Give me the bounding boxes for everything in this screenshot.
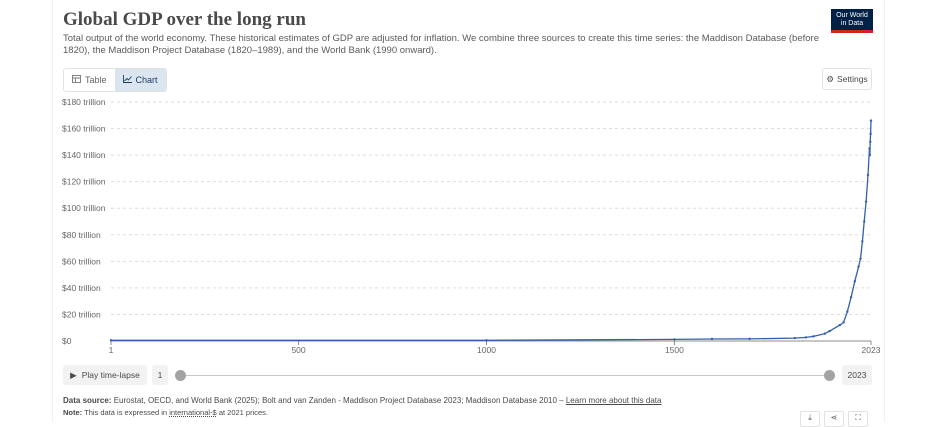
data-point bbox=[485, 339, 488, 342]
data-source: Data source: Eurostat, OECD, and World B… bbox=[63, 396, 661, 405]
data-point bbox=[109, 339, 113, 342]
source-text: Eurostat, OECD, and World Bank (2025); B… bbox=[113, 396, 564, 405]
fullscreen-icon: ⛶ bbox=[855, 413, 861, 422]
data-point bbox=[868, 153, 872, 157]
chart-title: Global GDP over the long run bbox=[63, 9, 306, 30]
y-tick-label: $0 bbox=[62, 336, 72, 346]
timeline-slider-track[interactable] bbox=[180, 375, 830, 376]
chart-subtitle: Total output of the world economy. These… bbox=[63, 33, 819, 56]
data-point bbox=[853, 280, 857, 283]
data-point bbox=[869, 119, 873, 122]
data-point bbox=[828, 329, 831, 333]
start-year-box[interactable]: 1 bbox=[152, 365, 168, 385]
logo-line-1: Our World bbox=[836, 12, 868, 19]
y-tick-label: $100 trillion bbox=[62, 203, 106, 213]
x-tick-label: 1 bbox=[109, 345, 114, 355]
owid-logo[interactable]: Our World in Data bbox=[831, 9, 873, 33]
x-tick-label: 1000 bbox=[477, 345, 496, 355]
view-tabs: Table Chart bbox=[63, 68, 167, 92]
data-point bbox=[748, 337, 751, 341]
timeline-start-handle[interactable] bbox=[175, 370, 186, 381]
line-chart-icon bbox=[122, 75, 132, 85]
series-line bbox=[111, 120, 872, 341]
logo-line-2: in Data bbox=[840, 20, 864, 27]
data-point bbox=[793, 336, 796, 340]
data-point bbox=[842, 321, 845, 324]
y-tick-label: $120 trillion bbox=[62, 177, 106, 187]
download-button[interactable]: ⤓ bbox=[800, 411, 820, 427]
download-icon: ⤓ bbox=[808, 413, 812, 422]
data-point bbox=[710, 337, 714, 341]
chart-card bbox=[52, 0, 885, 422]
fullscreen-button[interactable]: ⛶ bbox=[848, 411, 868, 427]
data-point bbox=[812, 335, 815, 338]
tab-chart[interactable]: Chart bbox=[114, 69, 166, 91]
data-note: Note: This data is expressed in internat… bbox=[63, 408, 268, 417]
data-point bbox=[868, 147, 871, 150]
data-point bbox=[849, 295, 853, 299]
data-point bbox=[857, 265, 860, 268]
chart-actions: ⤓ ⋖ ⛶ bbox=[800, 411, 868, 427]
x-tick-label: 500 bbox=[291, 345, 305, 355]
timeline-end-handle[interactable] bbox=[824, 370, 835, 381]
settings-button[interactable]: ⚙ Settings bbox=[822, 68, 872, 90]
play-time-lapse-button[interactable]: ▶ Play time-lapse bbox=[63, 365, 147, 385]
data-point bbox=[838, 323, 842, 327]
x-tick-label: 2023 bbox=[862, 345, 881, 355]
data-point bbox=[823, 332, 826, 335]
tab-table-label: Table bbox=[85, 75, 107, 85]
table-icon bbox=[72, 75, 81, 85]
y-tick-label: $180 trillion bbox=[62, 97, 106, 107]
international-dollar-link[interactable]: international-$ bbox=[169, 408, 217, 417]
play-icon: ▶ bbox=[70, 369, 77, 380]
data-point bbox=[804, 336, 808, 339]
data-point bbox=[673, 338, 676, 341]
y-tick-label: $140 trillion bbox=[62, 150, 106, 160]
data-point bbox=[859, 257, 862, 260]
x-tick-label: 1500 bbox=[665, 345, 684, 355]
source-prefix: Data source: bbox=[63, 396, 112, 405]
share-icon: ⋖ bbox=[830, 413, 838, 422]
settings-label: Settings bbox=[836, 74, 868, 84]
data-point bbox=[864, 200, 868, 203]
y-tick-label: $80 trillion bbox=[62, 230, 101, 240]
note-text-b: at 2021 prices. bbox=[218, 408, 269, 417]
data-point bbox=[866, 173, 870, 177]
share-button[interactable]: ⋖ bbox=[824, 411, 844, 427]
data-point bbox=[861, 240, 864, 243]
y-tick-label: $60 trillion bbox=[62, 256, 101, 266]
data-point bbox=[863, 220, 866, 223]
end-year-box[interactable]: 2023 bbox=[842, 365, 872, 385]
data-point bbox=[869, 140, 872, 144]
tab-chart-label: Chart bbox=[135, 75, 158, 85]
play-label: Play time-lapse bbox=[81, 370, 140, 380]
gear-icon: ⚙ bbox=[826, 73, 834, 84]
note-text-a: This data is expressed in bbox=[84, 408, 168, 417]
tab-table[interactable]: Table bbox=[64, 69, 115, 91]
y-tick-label: $160 trillion bbox=[62, 124, 106, 134]
note-prefix: Note: bbox=[63, 408, 83, 417]
learn-more-link[interactable]: Learn more about this data bbox=[565, 396, 662, 405]
data-point bbox=[846, 310, 849, 313]
y-tick-label: $40 trillion bbox=[62, 283, 101, 293]
data-point bbox=[869, 132, 872, 136]
y-tick-label: $20 trillion bbox=[62, 309, 101, 319]
